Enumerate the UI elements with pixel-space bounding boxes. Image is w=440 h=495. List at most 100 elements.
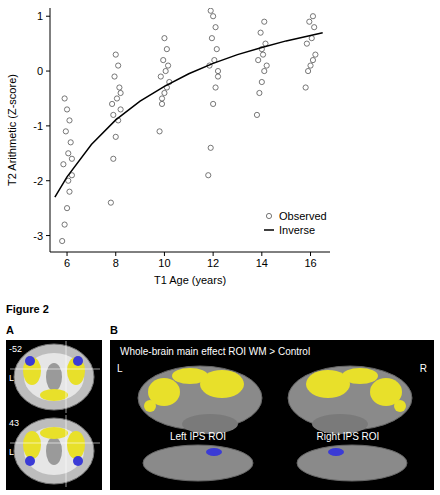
point <box>208 8 213 13</box>
legend-swatch <box>266 213 271 218</box>
point <box>63 129 68 134</box>
point <box>214 47 219 52</box>
point <box>113 134 118 139</box>
y-tick <box>46 16 50 17</box>
point <box>307 19 312 24</box>
roi <box>206 448 222 456</box>
panel-bg <box>110 340 434 490</box>
activation <box>67 357 85 385</box>
brain-slice <box>14 344 94 410</box>
point <box>68 140 73 145</box>
point <box>211 14 216 19</box>
point <box>304 41 309 46</box>
point <box>111 112 116 117</box>
axes: 6810121416-3-2-101 <box>33 8 330 269</box>
point <box>165 63 170 68</box>
figure-caption: Figure 2 <box>6 303 49 315</box>
brain-medial <box>297 445 407 481</box>
point <box>162 36 167 41</box>
panel-letter: B <box>110 324 118 336</box>
x-axis-title: T1 Age (years) <box>154 274 226 286</box>
activation <box>40 427 68 439</box>
point <box>112 74 117 79</box>
point <box>213 25 218 30</box>
legend-label: Inverse <box>279 224 315 236</box>
point <box>308 63 313 68</box>
point <box>164 47 169 52</box>
point <box>158 74 163 79</box>
point <box>109 101 114 106</box>
x-tick <box>67 252 68 256</box>
point <box>208 145 213 150</box>
activation <box>172 368 208 384</box>
point <box>113 52 118 57</box>
point <box>256 57 261 62</box>
point <box>117 85 122 90</box>
activation <box>394 400 406 412</box>
point <box>118 107 123 112</box>
point <box>61 162 66 167</box>
roi-label: Right IPS ROI <box>317 431 380 442</box>
point <box>163 68 168 73</box>
white-matter <box>24 427 84 475</box>
point <box>116 63 121 68</box>
point <box>108 200 113 205</box>
white-matter <box>24 353 84 401</box>
brain-slice <box>14 418 94 484</box>
x-tick-label: 10 <box>158 257 170 269</box>
point <box>209 36 214 41</box>
point <box>114 96 119 101</box>
point <box>66 151 71 156</box>
panel-bg <box>6 340 102 490</box>
point <box>262 68 267 73</box>
point <box>60 238 65 243</box>
panel-a: -52L43L <box>6 340 102 490</box>
y-tick <box>46 125 50 126</box>
roi <box>73 356 83 366</box>
point <box>162 90 167 95</box>
point <box>69 156 74 161</box>
point <box>161 57 166 62</box>
point <box>254 112 259 117</box>
roi <box>73 456 83 466</box>
y-tick-label: -2 <box>33 175 43 187</box>
y-tick-label: 0 <box>37 65 43 77</box>
panel-b: Whole-brain main effect ROI WM > Control… <box>110 340 434 490</box>
roi-label: Left IPS ROI <box>170 431 226 442</box>
legend-label: Observed <box>279 210 327 222</box>
activation <box>23 431 41 459</box>
point <box>312 25 317 30</box>
point <box>111 156 116 161</box>
x-axis-line <box>50 252 330 253</box>
slice-label: 43 <box>9 418 19 428</box>
brain-medial <box>143 445 253 481</box>
slice-label: -52 <box>9 344 22 354</box>
point <box>303 85 308 90</box>
y-tick <box>46 235 50 236</box>
point <box>258 30 263 35</box>
y-tick-label: -1 <box>33 120 43 132</box>
roi <box>328 448 344 456</box>
y-tick-label: -3 <box>33 230 43 242</box>
point <box>62 96 67 101</box>
crosshair <box>10 369 100 370</box>
page: 6810121416-3-2-101T1 Age (years)T2 Arith… <box>0 0 440 495</box>
point <box>313 52 318 57</box>
ventricle <box>46 437 62 465</box>
crosshair <box>10 443 100 444</box>
legend-swatch <box>264 229 274 231</box>
point <box>213 85 218 90</box>
ventricle <box>46 363 62 391</box>
panel-title: Whole-brain main effect ROI WM > Control <box>120 346 310 357</box>
point <box>206 173 211 178</box>
x-tick-label: 12 <box>207 257 219 269</box>
point <box>211 101 216 106</box>
hemisphere-label: R <box>420 363 427 374</box>
y-tick <box>46 71 50 72</box>
point <box>215 68 220 73</box>
point <box>215 74 220 79</box>
x-tick <box>310 252 311 256</box>
x-tick <box>115 252 116 256</box>
point <box>309 36 314 41</box>
point <box>159 96 164 101</box>
